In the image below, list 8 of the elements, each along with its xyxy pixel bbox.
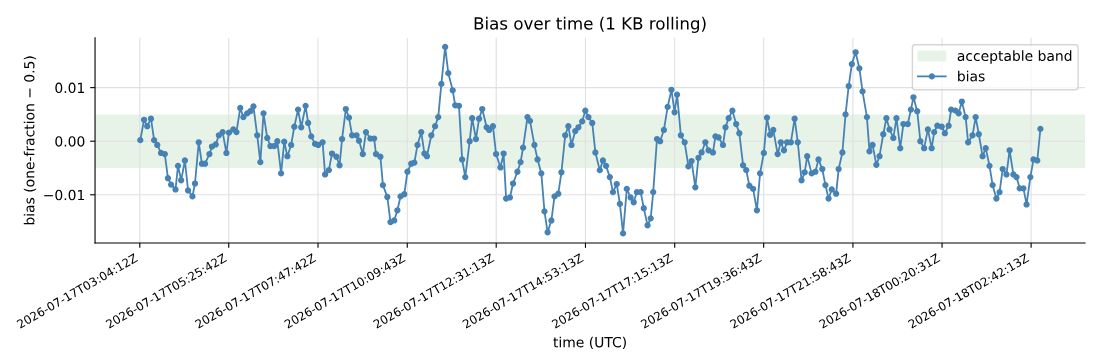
chart-title: Bias over time (1 KB rolling) bbox=[474, 16, 706, 33]
legend-label: acceptable band bbox=[957, 50, 1072, 64]
legend-label: bias bbox=[958, 70, 985, 82]
y-tick-label: −0.01 bbox=[44, 189, 85, 201]
y-tick-label: 0.00 bbox=[55, 136, 85, 147]
x-axis-title: time (UTC) bbox=[553, 336, 626, 350]
y-axis-title: bias (one-fraction − 0.5) bbox=[23, 56, 37, 225]
y-tick-label: 0.01 bbox=[55, 82, 85, 94]
